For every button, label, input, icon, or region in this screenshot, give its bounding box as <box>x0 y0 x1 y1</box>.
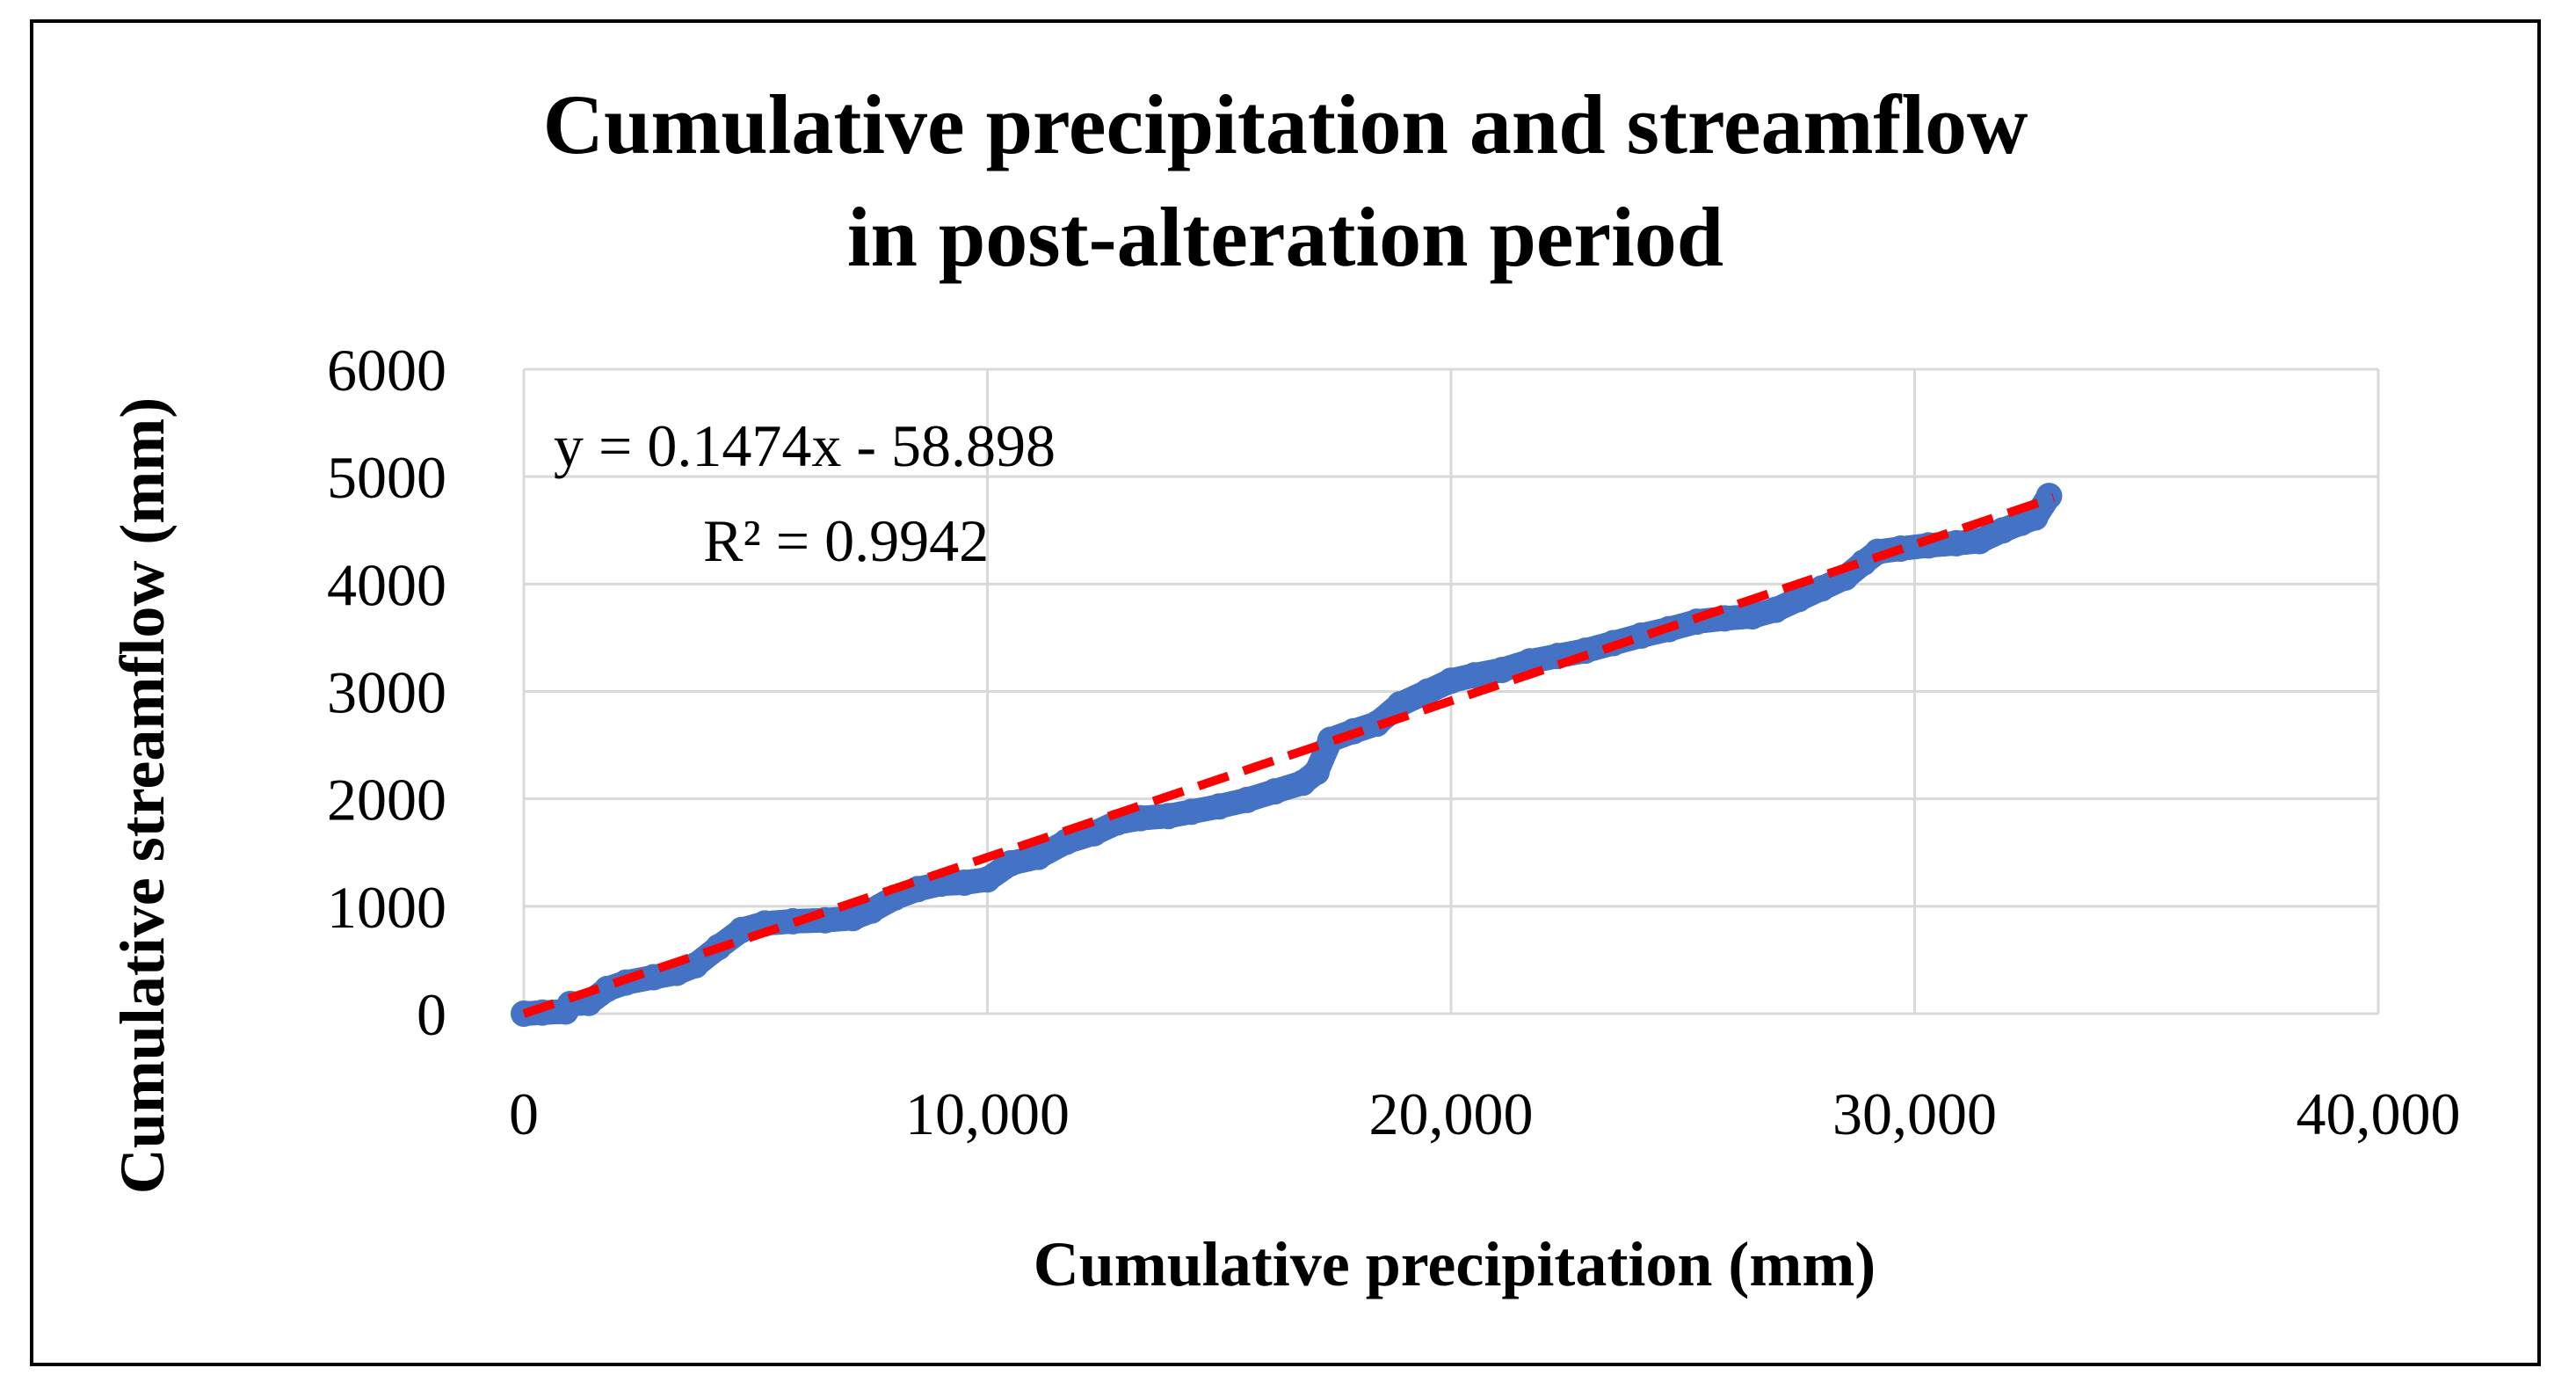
trendline-equation: y = 0.1474x - 58.898 <box>554 412 1056 479</box>
data-point <box>1386 691 1413 718</box>
y-tick-label: 5000 <box>327 444 446 511</box>
x-tick-label: 40,000 <box>2297 1080 2461 1147</box>
y-tick-label: 2000 <box>327 767 446 833</box>
data-point <box>1155 803 1182 830</box>
y-tick-label: 6000 <box>327 337 446 404</box>
data-point <box>858 897 885 924</box>
data-point <box>951 869 978 896</box>
x-tick-label: 0 <box>509 1080 539 1147</box>
y-axis-title: Cumulative streamflow (mm) <box>107 397 178 1194</box>
data-point <box>1809 575 1835 602</box>
data-point <box>1053 828 1080 855</box>
data-point <box>1738 602 1766 629</box>
x-tick-label: 30,000 <box>1832 1080 1997 1147</box>
data-point <box>2021 504 2049 531</box>
data-point <box>1363 710 1390 738</box>
data-point <box>1628 622 1655 649</box>
data-point <box>1438 667 1464 695</box>
trendline <box>522 493 2056 1018</box>
data-point <box>1942 529 1970 557</box>
data-point <box>997 849 1024 877</box>
data-point <box>1414 678 1441 705</box>
data-point <box>1233 786 1260 813</box>
y-tick-label: 3000 <box>327 659 446 726</box>
x-tick-labels: 0 10,000 20,000 30,000 40,000 <box>509 1080 2461 1147</box>
data-point <box>779 907 806 935</box>
y-tick-label: 0 <box>417 981 446 1048</box>
trendline-path <box>522 493 2056 1018</box>
y-tick-label: 1000 <box>327 874 446 941</box>
data-point <box>1785 586 1812 613</box>
data-point <box>1025 843 1052 870</box>
y-tick-label: 4000 <box>327 551 446 618</box>
chart-title-line-2: in post-alteration period <box>846 190 1724 284</box>
x-tick-label: 10,000 <box>905 1080 1070 1147</box>
x-tick-label: 20,000 <box>1369 1080 1534 1147</box>
y-tick-labels: 0 1000 2000 3000 4000 5000 6000 <box>327 337 446 1048</box>
data-point <box>1206 793 1233 820</box>
data-point <box>1489 657 1516 684</box>
trendline-r2: R² = 0.9942 <box>703 507 989 574</box>
data-point <box>2035 483 2063 510</box>
data-point <box>1966 528 1993 555</box>
data-point <box>1178 798 1205 826</box>
chart-title: Cumulative precipitation and streamflow … <box>30 69 2541 294</box>
data-point <box>974 866 1001 893</box>
data-point <box>1261 778 1288 805</box>
data-point <box>1303 759 1331 786</box>
data-point <box>1762 596 1789 623</box>
data-point <box>1317 726 1344 753</box>
data-point <box>1461 662 1488 689</box>
chart-title-line-1: Cumulative precipitation and streamflow <box>542 77 2028 171</box>
x-axis-title: Cumulative precipitation (mm) <box>1034 1229 1876 1299</box>
